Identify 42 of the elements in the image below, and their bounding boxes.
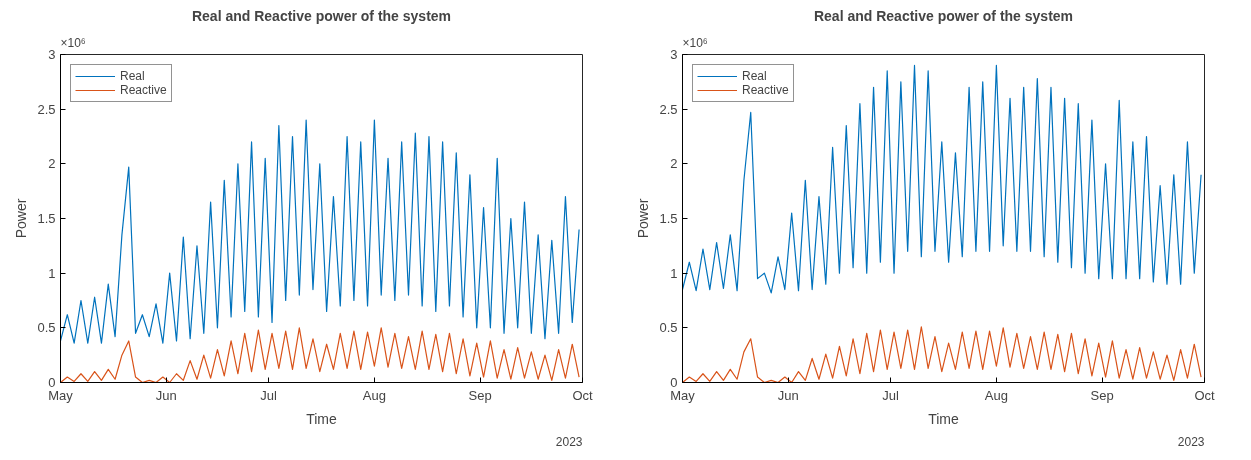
y-tick-label: 2 [670,156,678,172]
y-tick-label: 1.5 [37,211,56,226]
x-tick-label: Oct [572,387,593,403]
y-tick-label: 0.5 [37,320,56,336]
y-tick-label: 0 [48,375,56,390]
legend-label: Real [120,69,145,83]
y-tick-label: 2.5 [37,101,56,117]
y-tick-label: 0 [670,375,678,390]
y-tick-label: 2 [48,156,56,172]
x-tick-label: Aug [984,387,1008,403]
legend-label: Reactive [742,83,789,97]
y-tick-label: 2.5 [659,101,678,117]
text: 2023 [1177,434,1205,449]
line-series [682,64,1202,294]
x-tick-label: May [670,387,696,403]
text: ×10⁶ [682,35,708,50]
x-tick-label: Jul [260,387,278,403]
chart-title: Real and Reactive power of the system [813,7,1074,24]
legend-label: Real [742,69,767,83]
text: ×10⁶ [60,35,86,50]
y-axis-title: Power [635,198,652,239]
y-tick-label: 0.5 [659,320,678,336]
y-axis-title: Power [13,198,30,239]
y-tick-label: 1 [670,265,678,281]
x-axis-title: Time [928,410,960,427]
x-tick-label: Aug [362,387,386,403]
y-tick-label: 1 [48,265,56,281]
line-series [60,119,580,344]
y-tick-label: 3 [48,47,56,62]
x-tick-label: Jul [882,387,900,403]
chart-title: Real and Reactive power of the system [191,7,452,24]
legend-label: Reactive [120,83,167,97]
x-tick-label: Jun [155,387,177,403]
x-axis-title: Time [306,410,338,427]
x-tick-label: Sep [1090,387,1114,403]
x-tick-label: Oct [1194,387,1215,403]
y-tick-label: 1.5 [659,211,678,226]
y-tick-label: 3 [670,47,678,62]
x-tick-label: May [48,387,74,403]
x-tick-label: Sep [468,387,492,403]
x-tick-label: Jun [777,387,799,403]
text: 2023 [555,434,583,449]
